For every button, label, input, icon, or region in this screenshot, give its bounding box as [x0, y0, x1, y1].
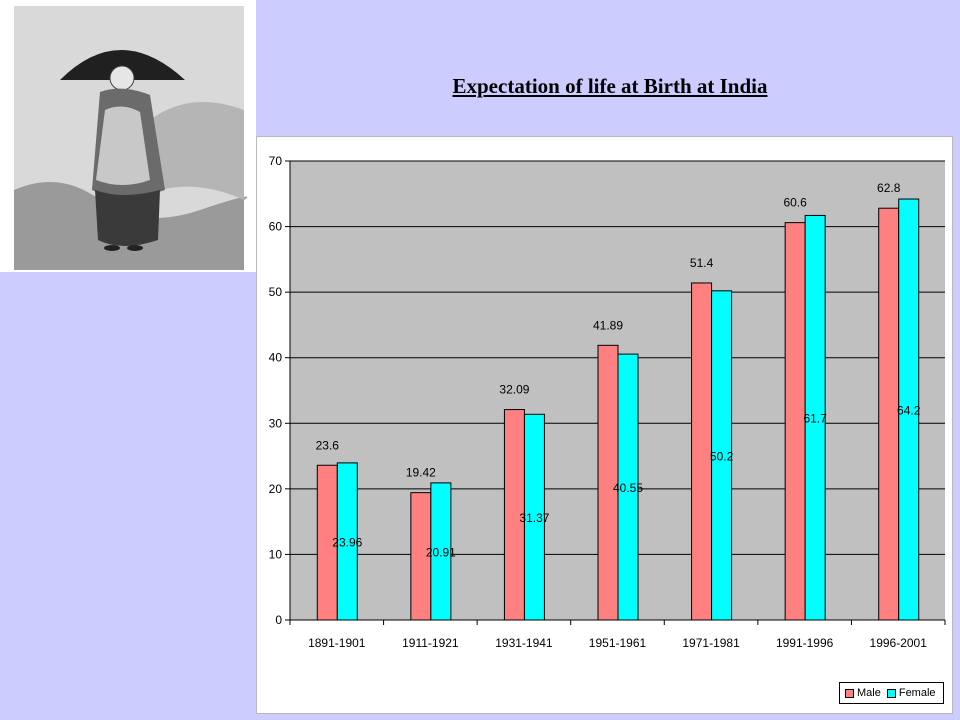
bar-female — [336, 462, 358, 621]
x-tick-label: 1991-1996 — [776, 636, 834, 650]
legend-item-female: Female — [886, 687, 936, 699]
y-tick-label: 60 — [269, 220, 283, 234]
data-label-male: 51.4 — [690, 256, 714, 270]
data-label-female: 20.91 — [426, 545, 456, 559]
data-label-male: 32.09 — [499, 383, 529, 397]
legend-swatch-male — [845, 688, 854, 698]
bar-male — [691, 282, 713, 621]
bar-male — [878, 207, 900, 621]
chart-legend: Male Female — [839, 682, 944, 704]
chart-panel: 0 10 20 30 40 50 60 70 1891-1901 23.6 23.96 1911-19… — [256, 136, 953, 714]
bar-male — [784, 222, 806, 621]
y-tick-label: 50 — [269, 285, 283, 299]
bar-female — [430, 482, 452, 621]
data-label-female: 23.96 — [332, 535, 362, 549]
y-tick-label: 30 — [269, 416, 283, 430]
data-label-female: 31.37 — [519, 511, 549, 525]
data-label-male: 41.89 — [593, 318, 623, 332]
bar-female — [523, 413, 545, 621]
bar-female — [804, 214, 826, 621]
y-tick-label: 0 — [275, 613, 282, 627]
bar-female — [898, 198, 920, 621]
data-label-female: 40.55 — [613, 481, 643, 495]
bar-female — [617, 353, 639, 621]
x-tick-label: 1891-1901 — [308, 636, 366, 650]
x-tick-label: 1971-1981 — [682, 636, 740, 650]
x-tick-label: 1911-1921 — [402, 636, 459, 650]
y-tick-label: 70 — [269, 154, 283, 168]
y-tick-label: 40 — [269, 351, 283, 365]
legend-swatch-female — [886, 688, 896, 698]
bar-female — [711, 290, 733, 621]
x-tick-label: 1951-1961 — [589, 636, 647, 650]
slide-title: Expectation of life at Birth at India — [452, 74, 768, 98]
bar-chart: 0 10 20 30 40 50 60 70 1891-1901 23.6 23.96 1911-19… — [269, 154, 946, 650]
data-label-male: 62.8 — [877, 181, 901, 195]
y-tick-label: 20 — [269, 482, 283, 496]
x-tick-label: 1996-2001 — [870, 636, 928, 650]
legend-item-male: Male — [845, 687, 881, 699]
woman-with-umbrella-image — [0, 0, 256, 272]
data-label-male: 60.6 — [783, 196, 807, 210]
data-label-female: 50.2 — [710, 449, 734, 463]
data-label-male: 19.42 — [406, 466, 436, 480]
x-tick-label: 1931-1941 — [495, 636, 553, 650]
legend-label-female: Female — [898, 687, 936, 699]
data-label-female: 61.7 — [803, 412, 827, 426]
y-tick-label: 10 — [269, 547, 283, 561]
legend-label-male: Male — [857, 687, 881, 699]
data-label-male: 23.6 — [316, 438, 340, 452]
data-label-female: 64.2 — [897, 404, 921, 418]
